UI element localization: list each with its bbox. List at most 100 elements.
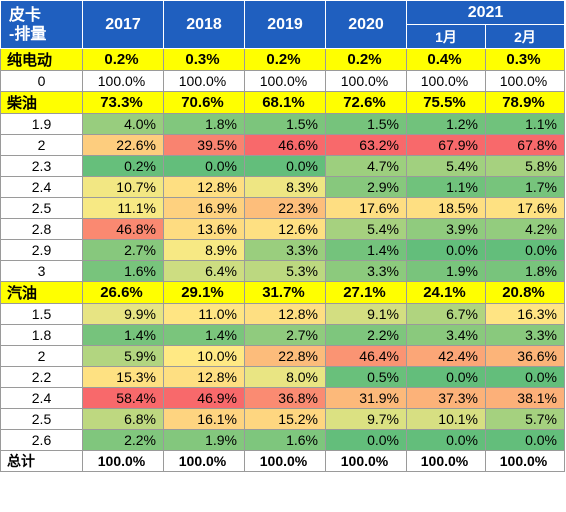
row-label[interactable]: 2: [0, 345, 83, 367]
table-cell[interactable]: 22.3%: [244, 197, 326, 219]
table-cell[interactable]: 0.2%: [244, 48, 326, 71]
row-label[interactable]: 2.5: [0, 197, 83, 219]
table-cell[interactable]: 63.2%: [325, 134, 407, 156]
table-cell[interactable]: 5.9%: [82, 345, 164, 367]
table-cell[interactable]: 4.2%: [485, 218, 565, 240]
table-cell[interactable]: 100.0%: [406, 70, 486, 92]
table-cell[interactable]: 15.2%: [244, 408, 326, 430]
table-cell[interactable]: 6.8%: [82, 408, 164, 430]
table-cell[interactable]: 4.7%: [325, 155, 407, 177]
table-cell[interactable]: 1.9%: [406, 260, 486, 282]
row-label[interactable]: 2.3: [0, 155, 83, 177]
row-label[interactable]: 柴油: [0, 91, 83, 114]
table-cell[interactable]: 72.6%: [325, 91, 407, 114]
table-cell[interactable]: 16.3%: [485, 303, 565, 325]
table-cell[interactable]: 10.7%: [82, 176, 164, 198]
table-cell[interactable]: 2.7%: [82, 239, 164, 261]
row-label[interactable]: 1.8: [0, 324, 83, 346]
table-cell[interactable]: 8.3%: [244, 176, 326, 198]
table-cell[interactable]: 100.0%: [244, 450, 326, 472]
table-cell[interactable]: 22.8%: [244, 345, 326, 367]
table-cell[interactable]: 22.6%: [82, 134, 164, 156]
table-cell[interactable]: 18.5%: [406, 197, 486, 219]
table-cell[interactable]: 1.7%: [485, 176, 565, 198]
table-cell[interactable]: 2.9%: [325, 176, 407, 198]
row-label[interactable]: 1.9: [0, 113, 83, 135]
row-label[interactable]: 2.4: [0, 387, 83, 409]
row-label[interactable]: 纯电动: [0, 48, 83, 71]
table-cell[interactable]: 100.0%: [485, 70, 565, 92]
table-cell[interactable]: 42.4%: [406, 345, 486, 367]
table-cell[interactable]: 20.8%: [485, 281, 565, 304]
table-cell[interactable]: 100.0%: [82, 70, 164, 92]
table-cell[interactable]: 75.5%: [406, 91, 486, 114]
row-label[interactable]: 总计: [0, 450, 83, 472]
table-cell[interactable]: 0.5%: [325, 366, 407, 388]
table-cell[interactable]: 73.3%: [82, 91, 164, 114]
table-cell[interactable]: 0.0%: [406, 366, 486, 388]
table-cell[interactable]: 26.6%: [82, 281, 164, 304]
table-cell[interactable]: 11.0%: [163, 303, 245, 325]
row-label[interactable]: 2.4: [0, 176, 83, 198]
table-cell[interactable]: 2.7%: [244, 324, 326, 346]
table-cell[interactable]: 1.9%: [163, 429, 245, 451]
table-cell[interactable]: 0.0%: [244, 155, 326, 177]
table-cell[interactable]: 12.8%: [244, 303, 326, 325]
table-cell[interactable]: 5.4%: [325, 218, 407, 240]
table-cell[interactable]: 38.1%: [485, 387, 565, 409]
table-cell[interactable]: 1.4%: [325, 239, 407, 261]
table-cell[interactable]: 27.1%: [325, 281, 407, 304]
table-cell[interactable]: 0.2%: [82, 48, 164, 71]
table-cell[interactable]: 70.6%: [163, 91, 245, 114]
table-cell[interactable]: 11.1%: [82, 197, 164, 219]
table-cell[interactable]: 58.4%: [82, 387, 164, 409]
table-cell[interactable]: 0.3%: [485, 48, 565, 71]
row-label[interactable]: 2.2: [0, 366, 83, 388]
table-cell[interactable]: 0.2%: [82, 155, 164, 177]
table-cell[interactable]: 0.0%: [485, 239, 565, 261]
table-cell[interactable]: 67.9%: [406, 134, 486, 156]
table-cell[interactable]: 0.0%: [485, 429, 565, 451]
table-cell[interactable]: 0.2%: [325, 48, 407, 71]
table-cell[interactable]: 9.9%: [82, 303, 164, 325]
table-cell[interactable]: 46.9%: [163, 387, 245, 409]
table-cell[interactable]: 0.0%: [325, 429, 407, 451]
table-cell[interactable]: 100.0%: [82, 450, 164, 472]
table-cell[interactable]: 100.0%: [325, 450, 407, 472]
table-cell[interactable]: 29.1%: [163, 281, 245, 304]
table-cell[interactable]: 10.0%: [163, 345, 245, 367]
table-cell[interactable]: 3.4%: [406, 324, 486, 346]
table-cell[interactable]: 17.6%: [325, 197, 407, 219]
table-cell[interactable]: 67.8%: [485, 134, 565, 156]
table-cell[interactable]: 1.1%: [485, 113, 565, 135]
table-cell[interactable]: 1.5%: [325, 113, 407, 135]
table-cell[interactable]: 16.9%: [163, 197, 245, 219]
table-cell[interactable]: 78.9%: [485, 91, 565, 114]
table-cell[interactable]: 24.1%: [406, 281, 486, 304]
table-cell[interactable]: 36.6%: [485, 345, 565, 367]
row-label[interactable]: 2.8: [0, 218, 83, 240]
table-cell[interactable]: 2.2%: [82, 429, 164, 451]
table-cell[interactable]: 3.3%: [325, 260, 407, 282]
table-cell[interactable]: 1.6%: [82, 260, 164, 282]
table-cell[interactable]: 4.0%: [82, 113, 164, 135]
table-cell[interactable]: 0.3%: [163, 48, 245, 71]
row-label[interactable]: 3: [0, 260, 83, 282]
table-cell[interactable]: 9.7%: [325, 408, 407, 430]
table-cell[interactable]: 0.0%: [406, 429, 486, 451]
table-cell[interactable]: 100.0%: [485, 450, 565, 472]
row-label[interactable]: 2.5: [0, 408, 83, 430]
table-cell[interactable]: 37.3%: [406, 387, 486, 409]
table-cell[interactable]: 12.8%: [163, 366, 245, 388]
table-cell[interactable]: 1.8%: [485, 260, 565, 282]
row-label[interactable]: 汽油: [0, 281, 83, 304]
table-cell[interactable]: 0.0%: [163, 155, 245, 177]
table-cell[interactable]: 8.0%: [244, 366, 326, 388]
table-cell[interactable]: 46.8%: [82, 218, 164, 240]
table-cell[interactable]: 39.5%: [163, 134, 245, 156]
table-cell[interactable]: 36.8%: [244, 387, 326, 409]
table-cell[interactable]: 0.0%: [406, 239, 486, 261]
table-cell[interactable]: 3.3%: [485, 324, 565, 346]
table-cell[interactable]: 100.0%: [325, 70, 407, 92]
table-cell[interactable]: 100.0%: [406, 450, 486, 472]
